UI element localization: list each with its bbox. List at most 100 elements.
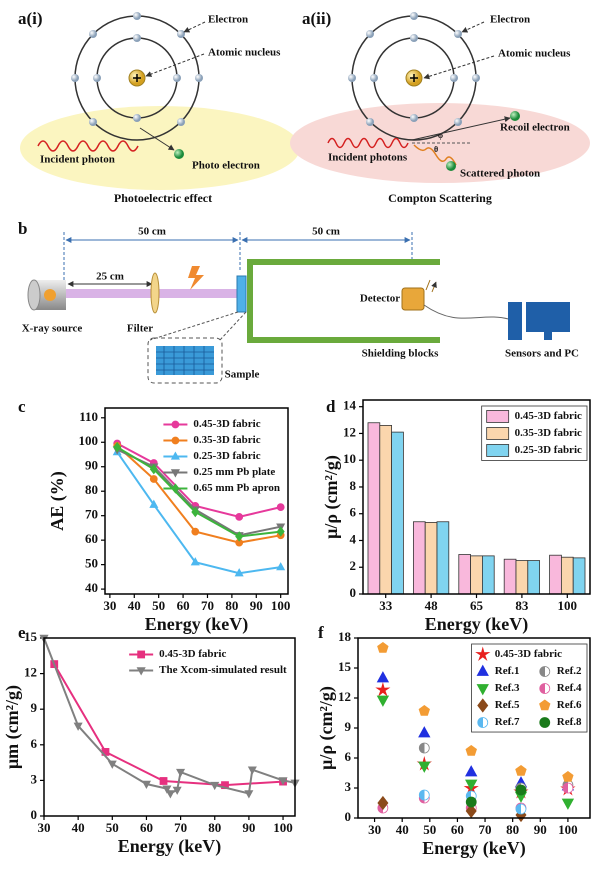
x-tick-label: 70 — [201, 598, 214, 613]
chart: e 0 3 6 9 12 15 30 40 50 60 70 80 90 100 Energy (keV) μm… — [2, 623, 300, 857]
x-tick-label: 80 — [506, 822, 519, 837]
marker — [162, 785, 172, 794]
y-tick-label: 6 — [350, 505, 357, 520]
label: Incident photon — [40, 154, 115, 166]
y-tick-label: 10 — [343, 451, 356, 466]
fabric — [156, 346, 214, 375]
fabric-weave — [156, 346, 214, 375]
legend-label: Ref.7 — [495, 716, 520, 728]
y-tick-label: 6 — [345, 749, 352, 764]
x-tick-label: 60 — [177, 598, 190, 613]
bar — [436, 521, 450, 595]
label: Atomic nucleus — [208, 47, 281, 59]
marker — [137, 650, 146, 659]
marker — [561, 798, 575, 810]
marker — [235, 531, 244, 542]
x-tick-label: 65 — [470, 598, 484, 613]
legend-label: 0.25 mm Pb plate — [193, 466, 275, 478]
marker — [476, 684, 489, 696]
label: Detector — [360, 293, 400, 305]
label: Atomic nucleus — [498, 48, 571, 60]
marker — [539, 717, 551, 728]
marker — [539, 666, 551, 677]
y-tick-label: 110 — [79, 409, 98, 424]
y-axis-title: μ/ρ (cm²/g) — [321, 455, 342, 539]
marker — [377, 642, 389, 653]
plot-frame — [362, 399, 591, 595]
x-axis-title: Energy (keV) — [425, 614, 528, 635]
marker — [165, 790, 175, 799]
bar — [458, 554, 471, 595]
detector — [401, 287, 425, 311]
x-tick-label: 30 — [38, 820, 51, 835]
marker — [149, 463, 158, 475]
dimension-label: 50 cm — [138, 226, 166, 238]
y-tick-label: 4 — [350, 531, 357, 546]
y-tick-label: 15 — [24, 629, 38, 644]
pc-monitor — [526, 302, 570, 332]
pointer — [461, 21, 485, 33]
recoil-path — [411, 116, 511, 141]
pointer — [183, 21, 206, 33]
y-tick-label: 9 — [345, 719, 352, 734]
x-tick-label: 70 — [174, 820, 187, 835]
photo-electron — [174, 149, 184, 159]
sample — [236, 275, 247, 313]
marker — [171, 483, 180, 494]
marker — [515, 803, 527, 815]
marker — [170, 469, 180, 478]
y-tick-label: 12 — [24, 665, 37, 680]
dimension-label: 25 cm — [96, 271, 124, 283]
y-axis-title: AE (%) — [47, 471, 68, 531]
pc-stand — [544, 332, 552, 340]
electrons — [71, 12, 203, 126]
marker — [191, 527, 200, 536]
y-tick-label: 8 — [350, 478, 357, 493]
y-tick-label: 70 — [85, 507, 98, 522]
marker — [210, 781, 220, 791]
legend-label: 0.45-3D fabric — [515, 410, 582, 422]
panel-label: f — [318, 623, 324, 642]
x-tick-label: 60 — [451, 822, 464, 837]
y-tick-label: 60 — [85, 531, 98, 546]
legend-swatch — [486, 444, 510, 457]
y-axis-title: μ/ρ (cm²/g) — [316, 686, 337, 770]
panel-label: d — [326, 397, 336, 416]
marker — [278, 777, 288, 786]
legend-label: 0.65 mm Pb apron — [193, 482, 280, 494]
marker — [172, 786, 182, 795]
y-tick-label: 80 — [85, 482, 98, 497]
marker — [515, 784, 527, 796]
marker — [539, 683, 551, 694]
x-tick-label: 100 — [273, 820, 293, 835]
legend-label: Ref.5 — [495, 699, 520, 711]
legend: 0.45-3D fabric 0.35-3D fabric 0.25-3D fabr… — [163, 418, 280, 494]
legend-label: Ref.3 — [495, 682, 520, 694]
legend: 0.45-3D fabric Ref.1 Ref.2 Ref.3 Ref.4 Ref.5 R… — [471, 643, 588, 733]
legend-label: 0.45-3D fabric — [495, 648, 562, 660]
marker — [562, 771, 574, 782]
marker — [465, 765, 478, 777]
bar — [515, 560, 529, 595]
bar — [560, 556, 574, 595]
legend-label: 0.25-3D fabric — [193, 450, 260, 462]
x-tick-label: 80 — [208, 820, 221, 835]
legend-swatch — [486, 427, 510, 440]
legend-label: 0.45-3D fabric — [159, 648, 226, 660]
marker — [276, 503, 285, 512]
bar — [527, 560, 541, 595]
panel-label: c — [18, 397, 26, 416]
legend: 0.45-3D fabric 0.35-3D fabric 0.25-3D fabr… — [481, 405, 588, 461]
zoom-box — [147, 337, 223, 384]
xray-source-face — [27, 279, 41, 311]
legend-label: 0.45-3D fabric — [193, 418, 260, 430]
lightning-icon — [188, 266, 204, 290]
legend-label: Ref.6 — [557, 699, 582, 711]
x-tick-label: 33 — [379, 598, 393, 613]
marker — [465, 796, 477, 808]
y-tick-label: 12 — [343, 424, 356, 439]
marker — [276, 526, 285, 537]
marker — [418, 742, 430, 754]
caption: Photoelectric effect — [114, 191, 212, 205]
